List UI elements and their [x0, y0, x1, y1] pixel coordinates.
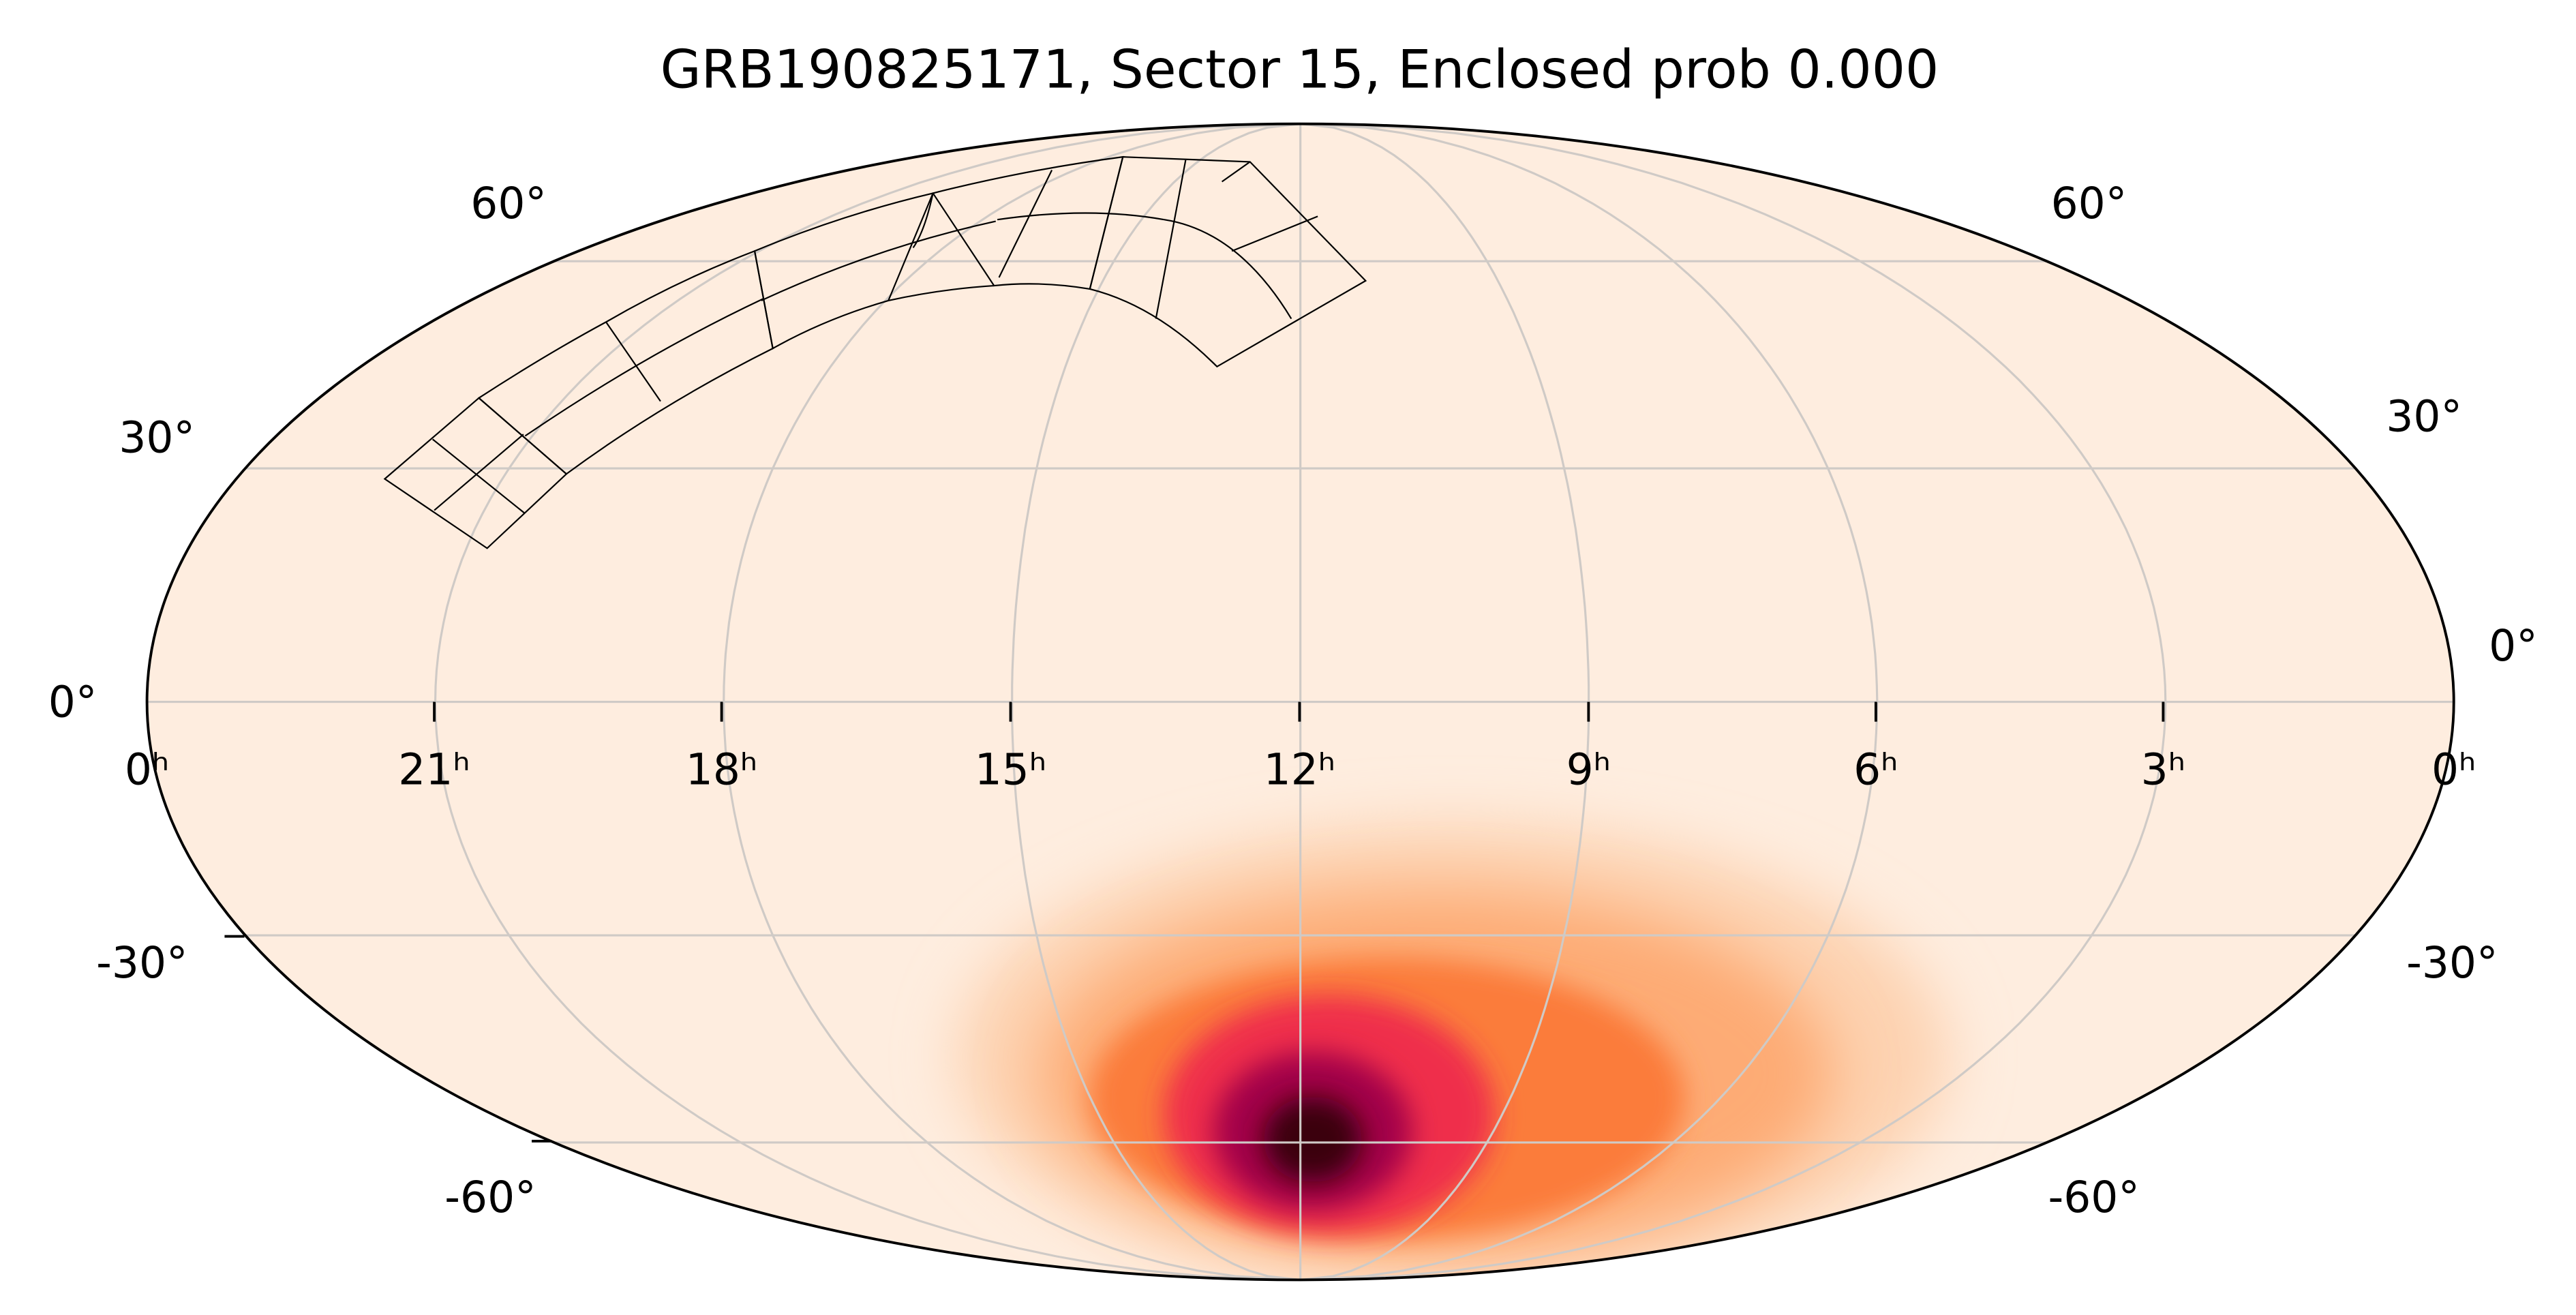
- labels: 0ʰ 21ʰ 18ʰ 15ʰ 12ʰ 9ʰ 6ʰ 3ʰ 0ʰ 60° 30° 0° -30° -60° 60…: [48, 179, 2538, 1222]
- dec-label-right: 0°: [2489, 621, 2538, 671]
- sky-border: [145, 122, 2455, 1282]
- dec-label-left: 30°: [119, 413, 195, 463]
- ra-label: 18ʰ: [686, 745, 758, 795]
- camera-footprint: [477, 250, 774, 475]
- ra-label: 12ʰ: [1264, 745, 1336, 795]
- ra-label: 15ʰ: [975, 745, 1047, 795]
- ra-label: 0ʰ: [2431, 745, 2476, 795]
- ra-label: 21ʰ: [398, 745, 470, 795]
- dec-label-left: -30°: [96, 938, 187, 988]
- dec-label-right: 60°: [2051, 179, 2127, 228]
- dec-label-right: -30°: [2406, 938, 2498, 988]
- ra-label: 3ʰ: [2141, 745, 2186, 795]
- dec-label-right: 30°: [2386, 391, 2462, 441]
- ra-label: 6ʰ: [1853, 745, 1898, 795]
- heat-layer: [1263, 1096, 1363, 1183]
- camera-footprint: [1089, 156, 1367, 368]
- camera-footprint: [888, 155, 1165, 301]
- ra-label: 0ʰ: [125, 745, 170, 795]
- sector-footprint: [383, 155, 1367, 549]
- dec-label-left: 0°: [48, 677, 97, 727]
- dec-label-left: 60°: [470, 179, 547, 228]
- dec-label-left: -60°: [444, 1173, 536, 1222]
- ra-label: 9ʰ: [1566, 745, 1611, 795]
- dec-label-right: -60°: [2048, 1173, 2139, 1222]
- ra-ticks: [224, 701, 2165, 1143]
- probability-heatmap: [958, 826, 1949, 1280]
- graticule: [147, 123, 2454, 1280]
- map-title: GRB190825171, Sector 15, Enclosed prob 0…: [661, 39, 1939, 100]
